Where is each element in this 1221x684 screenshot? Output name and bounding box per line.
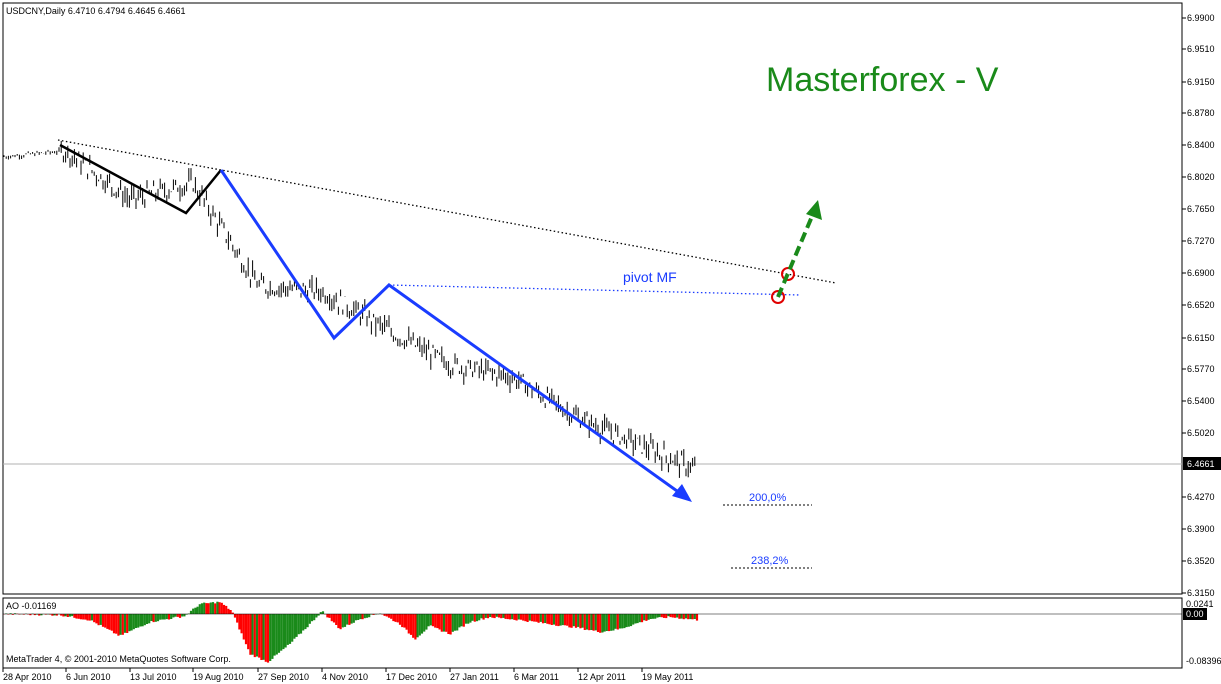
x-tick-label: 13 Jul 2010 — [130, 672, 177, 682]
pivot-circle-upper — [781, 267, 795, 281]
wave-blue-arrowhead — [672, 484, 692, 502]
y-tick-label: 6.6150 — [1187, 333, 1215, 343]
y-tick-label: 6.8020 — [1187, 172, 1215, 182]
forecast-arrowhead — [806, 200, 822, 220]
x-tick-label: 27 Jan 2011 — [450, 672, 499, 682]
copyright-text: MetaTrader 4, © 2001-2010 MetaQuotes Sof… — [6, 654, 231, 664]
y-tick-label: 6.5400 — [1187, 396, 1215, 406]
price-bars — [3, 140, 696, 478]
x-tick-label: 27 Sep 2010 — [258, 672, 309, 682]
x-tick-label: 4 Nov 2010 — [322, 672, 368, 682]
x-tick-label: 19 Aug 2010 — [193, 672, 244, 682]
y-tick-label: 6.6900 — [1187, 268, 1215, 278]
last-price-label: 6.4661 — [1187, 459, 1215, 469]
x-tick-label: 17 Dec 2010 — [386, 672, 437, 682]
pivot-line — [388, 284, 801, 296]
y-tick-label: 6.6520 — [1187, 300, 1215, 310]
ao-axis-top: 0.0241 — [1186, 599, 1214, 609]
y-tick-label: 6.3150 — [1187, 588, 1215, 598]
time-axis: 28 Apr 2010 6 Jun 2010 13 Jul 2010 19 Aug 2… — [2, 668, 693, 682]
x-tick-label: 6 Mar 2011 — [514, 672, 559, 682]
x-tick-label: 28 Apr 2010 — [3, 672, 52, 682]
ao-axis-bottom: -0.08396 — [1186, 656, 1221, 666]
y-tick-label: 6.7650 — [1187, 204, 1215, 214]
price-axis: 6.9900 6.9510 6.9150 6.8780 6.8400 6.8020 6.76… — [1182, 13, 1215, 598]
y-tick-label: 6.3900 — [1187, 524, 1215, 534]
ao-zero-box — [1183, 608, 1207, 620]
y-tick-label: 6.9510 — [1187, 44, 1215, 54]
x-tick-label: 19 May 2011 — [642, 672, 693, 682]
pivot-circle-lower — [771, 290, 785, 304]
y-tick-label: 6.9150 — [1187, 77, 1215, 87]
wave-black — [59, 143, 222, 215]
y-tick-label: 6.5770 — [1187, 364, 1215, 374]
y-tick-label: 6.8780 — [1187, 108, 1215, 118]
ao-histogram — [2, 601, 699, 663]
watermark-text: Masterforex - V — [766, 61, 999, 99]
last-price-box — [1183, 457, 1221, 470]
y-tick-label: 6.3520 — [1187, 556, 1215, 566]
forecast-arrow-line — [776, 213, 815, 298]
price-panel — [2, 2, 1183, 595]
y-tick-label: 6.7270 — [1187, 236, 1215, 246]
x-tick-label: 12 Apr 2011 — [578, 672, 626, 682]
y-tick-label: 6.9900 — [1187, 13, 1215, 23]
ao-axis-mid: 0.00 — [1186, 609, 1204, 619]
ao-label: AO -0.01169 — [6, 601, 56, 611]
y-tick-label: 6.4270 — [1187, 492, 1215, 502]
y-tick-label: 6.5020 — [1187, 428, 1215, 438]
wave-blue — [219, 169, 685, 498]
pivot-label: pivot MF — [623, 269, 677, 285]
y-tick-label: 6.8400 — [1187, 140, 1215, 150]
fib-238-label: 238,2% — [751, 555, 789, 567]
fib-200-label: 200,0% — [749, 492, 787, 504]
symbol-info: USDCNY,Daily 6.4710 6.4794 6.4645 6.4661 — [6, 6, 185, 16]
x-tick-label: 6 Jun 2010 — [66, 672, 111, 682]
